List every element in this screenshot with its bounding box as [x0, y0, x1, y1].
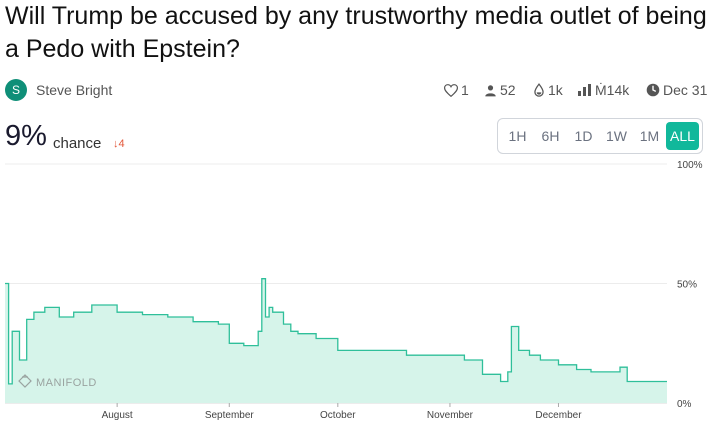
probability-change: ↓4 [113, 138, 125, 150]
probability-label: chance [53, 135, 102, 152]
x-tick-label: December [535, 410, 582, 421]
likes-count: 1 [461, 82, 469, 98]
y-tick-label: 50% [677, 280, 697, 291]
x-tick-label: September [205, 410, 255, 421]
manifold-logo-icon [18, 374, 32, 388]
volume-stat: Ṁ14k [578, 82, 629, 98]
range-6h-button[interactable]: 6H [541, 128, 560, 144]
bar-chart-icon [578, 84, 591, 96]
x-tick-label: November [427, 410, 474, 421]
range-1d-button[interactable]: 1D [574, 128, 593, 144]
y-tick-label: 0% [677, 399, 692, 410]
probability-value: 9% [5, 120, 47, 152]
clock-icon [646, 83, 660, 97]
range-1h-button[interactable]: 1H [508, 128, 527, 144]
question-title: Will Trump be accused by any trustworthy… [5, 2, 707, 63]
manifold-watermark: MANIFOLD [18, 374, 97, 389]
liquidity-stat[interactable]: 1k [533, 82, 563, 98]
y-tick-label: 100% [677, 160, 703, 171]
liquidity-amount: 1k [548, 82, 563, 98]
x-axis: August September October November December [102, 403, 582, 421]
arrow-down-icon: ↓ [113, 138, 119, 150]
person-icon [485, 84, 496, 96]
time-range-selector: 1H 6H 1D 1W 1M ALL [497, 118, 703, 154]
avatar[interactable]: S [5, 79, 27, 101]
x-tick-label: August [102, 410, 133, 421]
close-date: Dec 31 [663, 82, 708, 98]
probability-line [5, 278, 667, 385]
traders-count: 52 [500, 82, 516, 98]
meta-row: S Steve Bright 1 52 1k Ṁ14k Dec 31 [0, 76, 713, 104]
y-axis: 100% 50% 0% [677, 160, 703, 410]
close-date-stat: Dec 31 [646, 82, 707, 98]
range-1m-button[interactable]: 1M [639, 128, 660, 144]
volume-amount: Ṁ14k [595, 82, 630, 98]
range-1w-button[interactable]: 1W [606, 128, 627, 144]
heart-icon [444, 83, 458, 97]
probability-change-value: 4 [118, 138, 125, 150]
probability-chart[interactable]: MANIFOLD 100% 50% 0% August September Octobe… [0, 155, 713, 424]
traders-stat: 52 [484, 82, 516, 98]
droplet-icon [534, 83, 544, 97]
range-all-button[interactable]: ALL [666, 122, 699, 150]
likes-stat[interactable]: 1 [444, 82, 469, 98]
author-name[interactable]: Steve Bright [36, 82, 113, 98]
x-tick-label: October [320, 410, 356, 421]
watermark-text: MANIFOLD [36, 377, 97, 389]
probability-area [5, 278, 667, 403]
